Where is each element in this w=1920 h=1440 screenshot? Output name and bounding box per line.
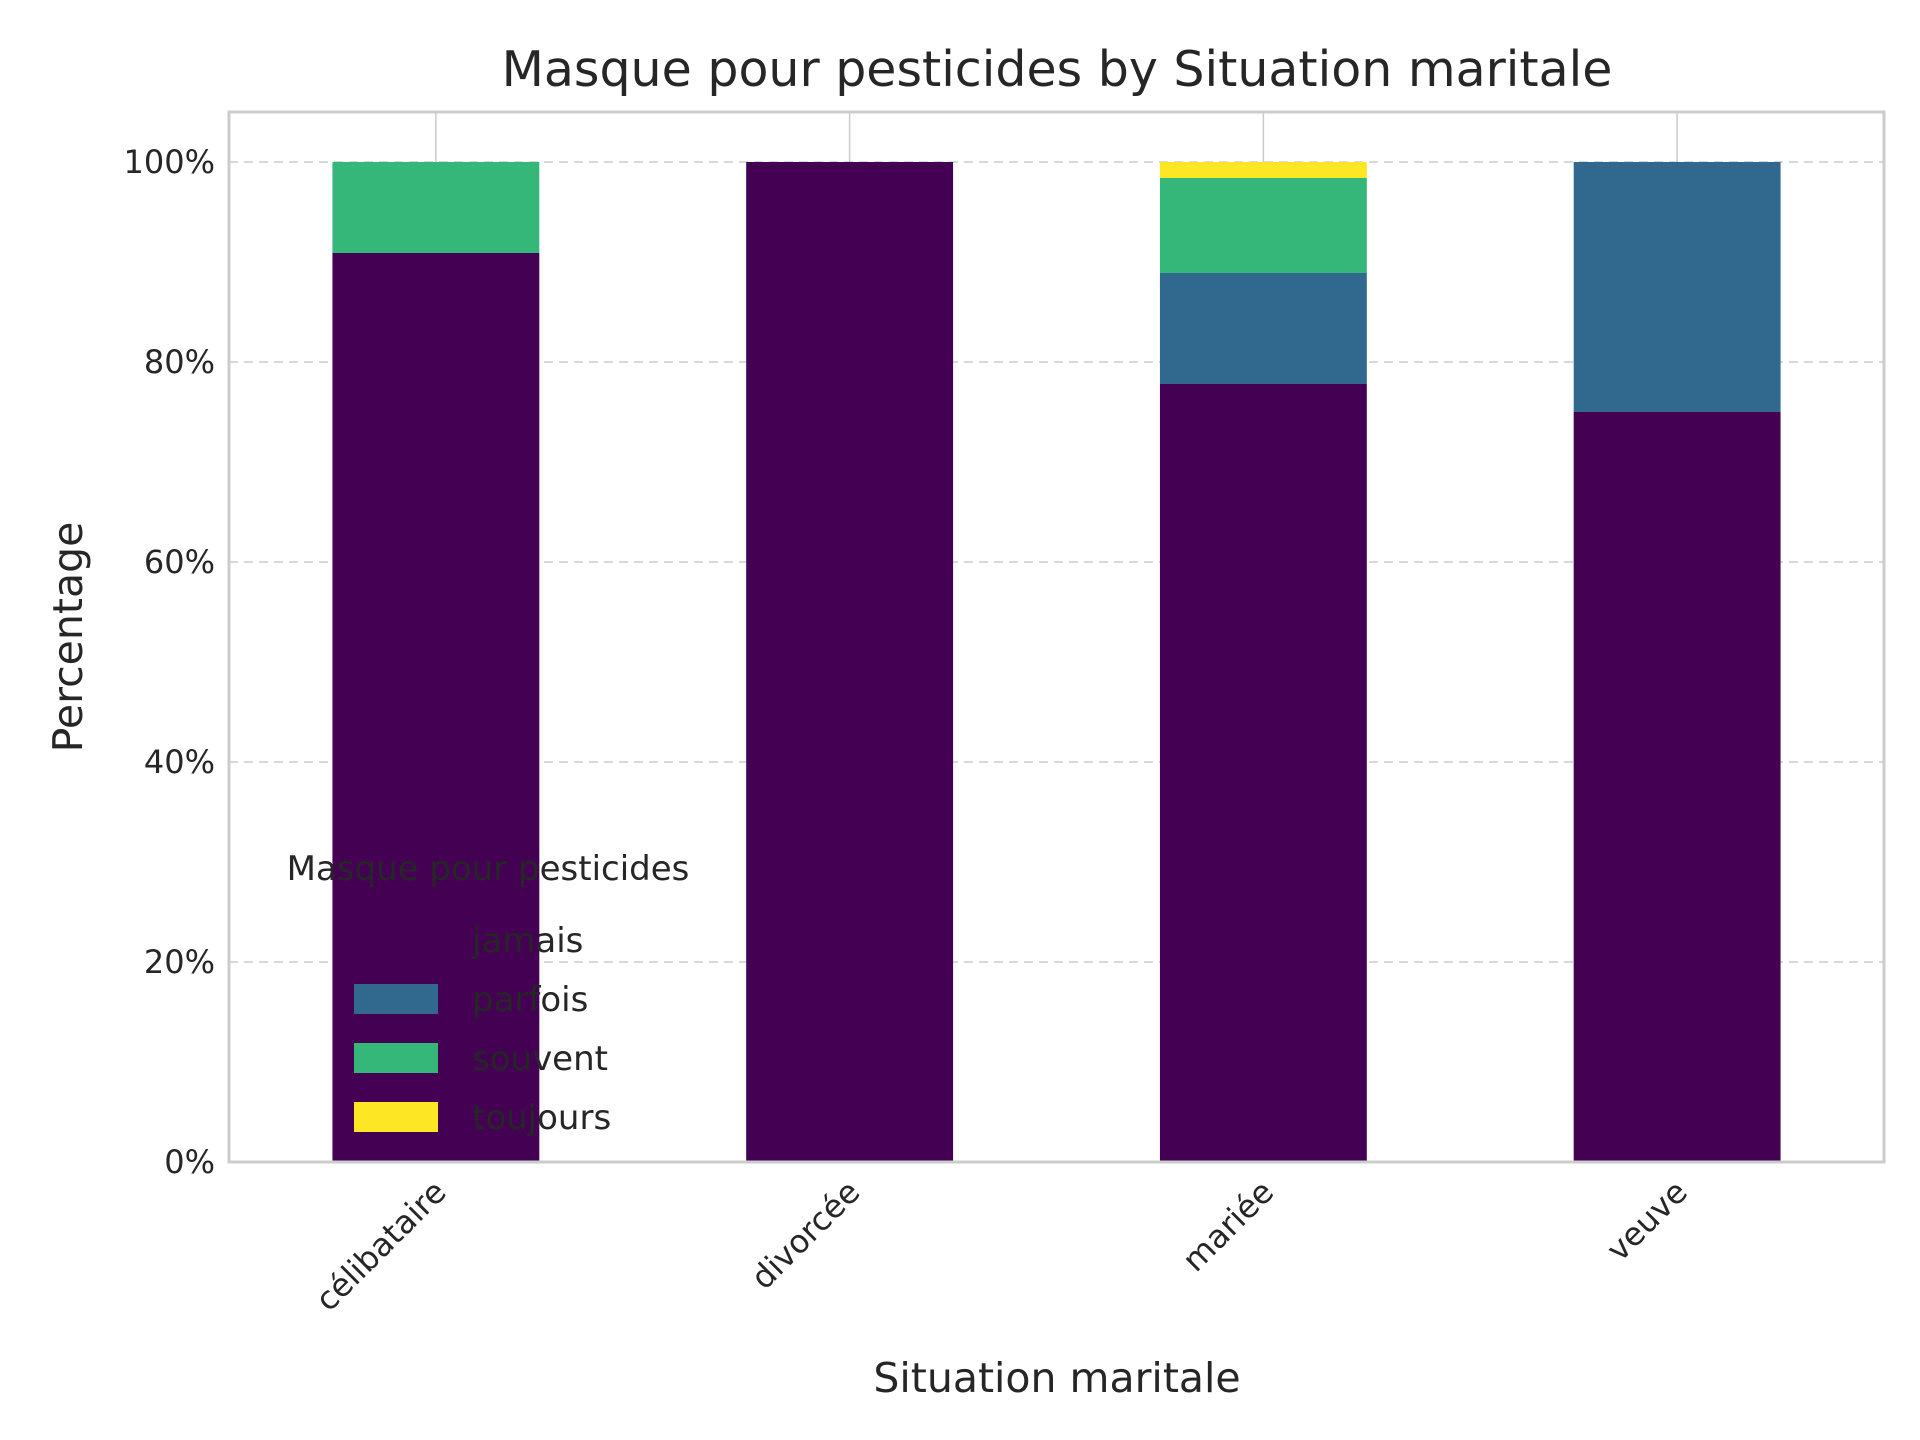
- legend-swatch-parfois: [354, 984, 438, 1014]
- bar-segment-jamais: [746, 162, 954, 1162]
- y-tick-label: 0%: [164, 1143, 215, 1181]
- bar-segment-jamais: [332, 253, 540, 1162]
- legend: Masque pour pesticides jamais parfois souv…: [287, 849, 690, 1138]
- y-tick-label: 20%: [144, 943, 215, 981]
- legend-label-toujours: toujours: [472, 1098, 611, 1138]
- y-tick-label: 40%: [144, 743, 215, 781]
- chart-title: Masque pour pesticides by Situation mari…: [502, 41, 1613, 98]
- y-tick-label: 60%: [144, 543, 215, 581]
- x-axis-label: Situation maritale: [873, 1354, 1240, 1402]
- bar-segment-souvent: [332, 162, 540, 253]
- y-axis-label: Percentage: [44, 522, 92, 753]
- legend-label-parfois: parfois: [472, 980, 588, 1020]
- plot-frame: [227, 110, 1886, 1164]
- bar-segment-souvent: [1159, 178, 1367, 273]
- legend-swatch-toujours: [354, 1102, 438, 1132]
- bar-segment-parfois: [1159, 273, 1367, 384]
- legend-title: Masque pour pesticides: [287, 849, 690, 889]
- legend-label-jamais: jamais: [471, 921, 583, 961]
- legend-label-souvent: souvent: [472, 1039, 608, 1079]
- bar-segment-jamais: [1573, 412, 1781, 1162]
- y-axis-ticks: 0% 20% 40% 60% 80% 100%: [124, 143, 215, 1181]
- bar-segment-toujours: [1159, 162, 1367, 178]
- legend-swatch-jamais: [354, 925, 438, 955]
- y-tick-label: 100%: [124, 143, 215, 181]
- bar-segment-parfois: [1573, 162, 1781, 412]
- y-tick-label: 80%: [144, 343, 215, 381]
- legend-swatch-souvent: [354, 1043, 438, 1073]
- bar-segment-jamais: [1159, 384, 1367, 1162]
- legend-items: jamais parfois souvent toujours: [354, 921, 611, 1138]
